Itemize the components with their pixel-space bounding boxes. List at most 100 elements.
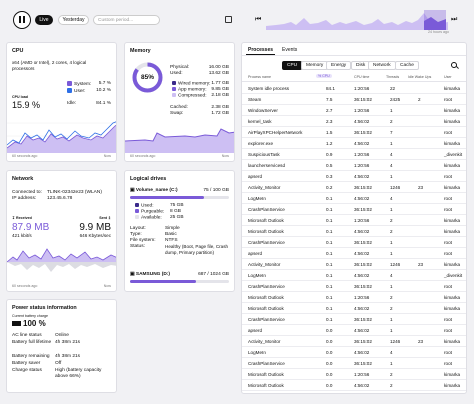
- pause-button[interactable]: [13, 11, 31, 29]
- cell-threads: 1: [390, 251, 393, 256]
- table-row[interactable]: Steam 7.5 36:15:02 2425 2 root: [242, 94, 466, 105]
- received-value: 87.9 MB: [12, 222, 50, 233]
- table-row[interactable]: LogMeIn 0.1 4:56:02 4 root: [242, 193, 466, 204]
- custom-period-input[interactable]: Custom period...: [93, 15, 160, 25]
- col-cpu[interactable]: % CPU: [316, 74, 332, 78]
- table-row[interactable]: kernel_task 2.3 4:56:02 2 kimarka: [242, 116, 466, 127]
- charge-value-text: 100 %: [23, 319, 46, 328]
- cell-cpu: 0.1: [326, 284, 333, 289]
- drive2-name[interactable]: ▣ SAMSUNG (D:): [130, 272, 170, 277]
- cell-threads: 1: [390, 141, 393, 146]
- physical-label: Physical:: [170, 65, 190, 70]
- cell-user: root: [444, 240, 452, 245]
- processes-panel: Processes Events CPU Memory Energy Disk Netw…: [241, 42, 467, 394]
- col-idle[interactable]: Idle Wake Ups: [408, 75, 432, 79]
- filter-tab-memory[interactable]: Memory: [301, 61, 329, 70]
- ac-label: AC line status: [12, 333, 42, 338]
- table-row[interactable]: apserd 0.0 4:56:02 1 root: [242, 325, 466, 336]
- yesterday-button[interactable]: Yesterday: [58, 15, 89, 25]
- table-row[interactable]: CrashPlanService 0.1 36:15:02 1 root: [242, 281, 466, 292]
- charge-value: 100 %: [12, 319, 46, 328]
- cell-threads: 2425: [390, 97, 401, 102]
- cell-idle-wakeups: 23: [418, 185, 424, 190]
- table-row[interactable]: Activity_Monitor 0.0 36:15:02 1246 23 kimarka: [242, 336, 466, 347]
- cpu-idle-label: Idle:: [67, 101, 77, 106]
- cell-threads: 4: [390, 152, 393, 157]
- table-row[interactable]: WindowServer 2.7 1:20:56 1 kimarka: [242, 105, 466, 116]
- network-axis-right: Now: [103, 284, 111, 288]
- upload-icon: ↥: [107, 216, 111, 220]
- table-header: Process name % CPU CPU time Threads Idle…: [242, 73, 466, 82]
- memory-gauge: [132, 62, 163, 93]
- live-button[interactable]: Live: [35, 15, 53, 25]
- cell-user: _divenkit: [444, 152, 463, 157]
- table-row[interactable]: Microsoft Outlook 0.1 4:56:02 2 kimarka: [242, 226, 466, 237]
- tab-events[interactable]: Events: [282, 47, 298, 53]
- table-row[interactable]: LogMeIn 0.1 4:56:02 4 _divenkit: [242, 270, 466, 281]
- drive-available: Available:: [135, 215, 162, 220]
- col-user[interactable]: User: [444, 75, 452, 79]
- cell-cpu-time: 36:15:02: [354, 317, 372, 322]
- cell-threads: 1: [390, 284, 393, 289]
- table-row[interactable]: Microsoft Outlook 0.1 4:56:02 2 kimarka: [242, 303, 466, 314]
- table-row[interactable]: LogMeIn 0.0 4:56:02 4 root: [242, 347, 466, 358]
- search-icon[interactable]: [451, 62, 457, 68]
- memory-chart: [125, 128, 234, 153]
- table-row[interactable]: SuspiciousTask 0.9 1:20:56 4 _divenkit: [242, 149, 466, 160]
- timeline-chart[interactable]: [266, 10, 448, 30]
- table-row[interactable]: Microsoft Outlook 0.0 1:20:56 2 kimarka: [242, 369, 466, 380]
- col-process[interactable]: Process name: [248, 75, 271, 79]
- table-row[interactable]: Activity_Monitor 0.1 36:15:02 1246 23 kimarka: [242, 259, 466, 270]
- col-threads[interactable]: Threads: [386, 75, 400, 79]
- table-row[interactable]: Microsoft Outlook 0.1 1:20:56 2 kimarka: [242, 215, 466, 226]
- table-row[interactable]: Activity_Monitor 0.2 36:15:02 1246 23 kimarka: [242, 182, 466, 193]
- memory-axis-left: 60 seconds ago: [130, 154, 156, 158]
- cell-idle-wakeups: 23: [418, 339, 424, 344]
- table-row[interactable]: CrashPlanService 0.0 36:15:02 1 root: [242, 358, 466, 369]
- calendar-icon[interactable]: [225, 16, 232, 23]
- cell-user: kimarka: [444, 119, 461, 124]
- cell-user: kimarka: [444, 295, 461, 300]
- drive-icon: ▣: [130, 188, 135, 193]
- cell-user: root: [444, 97, 452, 102]
- cpu-user: User:: [67, 88, 85, 94]
- skip-back-icon[interactable]: ⏮: [255, 16, 262, 23]
- cpu-load-label: CPU load: [12, 95, 28, 99]
- cpu-system-value: 5.7 %: [98, 81, 111, 86]
- drive1-name[interactable]: ▣ Volume_name (C:): [130, 188, 178, 193]
- ip-label: IP address:: [12, 196, 37, 201]
- cpu-idle-value: 84.1 %: [96, 101, 111, 106]
- table-row[interactable]: System idle process 84.1 1:20:56 22 kimarka: [242, 83, 466, 94]
- table-row[interactable]: Microsoft Outlook 0.1 1:20:56 2 kimarka: [242, 292, 466, 303]
- cell-user: root: [444, 328, 452, 333]
- drive2-bar-fill: [130, 280, 197, 283]
- cell-user: kimarka: [444, 163, 461, 168]
- cell-cpu-time: 4:56:02: [354, 196, 370, 201]
- table-row[interactable]: explorer.exe 1.2 4:56:02 1 kimarka: [242, 138, 466, 149]
- tab-processes[interactable]: Processes: [246, 47, 276, 55]
- table-row[interactable]: Microsoft Outlook 0.0 4:56:02 2 kimarka: [242, 380, 466, 391]
- cell-cpu: 0.5: [326, 163, 333, 168]
- table-row[interactable]: launcherservicesd 0.5 1:20:56 4 kimarka: [242, 160, 466, 171]
- table-row[interactable]: apserd 0.3 4:56:02 1 root: [242, 171, 466, 182]
- cell-process: CrashPlanService: [248, 207, 285, 212]
- cell-user: root: [444, 317, 452, 322]
- cell-process: CrashPlanService: [248, 240, 285, 245]
- table-row[interactable]: AirPlayXPCHelperNetwork 1.5 36:15:02 7 root: [242, 127, 466, 138]
- table-row[interactable]: CrashPlanService 0.1 36:15:02 1 root: [242, 204, 466, 215]
- col-cpu-time[interactable]: CPU time: [354, 75, 370, 79]
- filter-tab-cache[interactable]: Cache: [395, 61, 419, 70]
- table-row[interactable]: CrashPlanService 0.1 36:15:02 1 root: [242, 237, 466, 248]
- table-row[interactable]: CrashPlanService 0.1 36:15:02 1 root: [242, 314, 466, 325]
- filter-tab-energy[interactable]: Energy: [326, 61, 352, 70]
- filter-tab-cpu[interactable]: CPU: [282, 61, 303, 70]
- table-row[interactable]: apserd 0.1 4:56:02 1 root: [242, 248, 466, 259]
- cell-cpu-time: 1:20:56: [354, 108, 370, 113]
- skip-forward-icon[interactable]: ⏭: [451, 16, 458, 23]
- cell-cpu-time: 4:56:02: [354, 328, 370, 333]
- memory-card: Memory 85% Physical: 16.00 GB Used: 13.6…: [124, 42, 235, 162]
- filter-tab-network[interactable]: Network: [368, 61, 396, 70]
- system-color-swatch: [67, 81, 72, 86]
- cell-cpu-time: 36:15:02: [354, 185, 372, 190]
- cell-threads: 1246: [390, 262, 401, 267]
